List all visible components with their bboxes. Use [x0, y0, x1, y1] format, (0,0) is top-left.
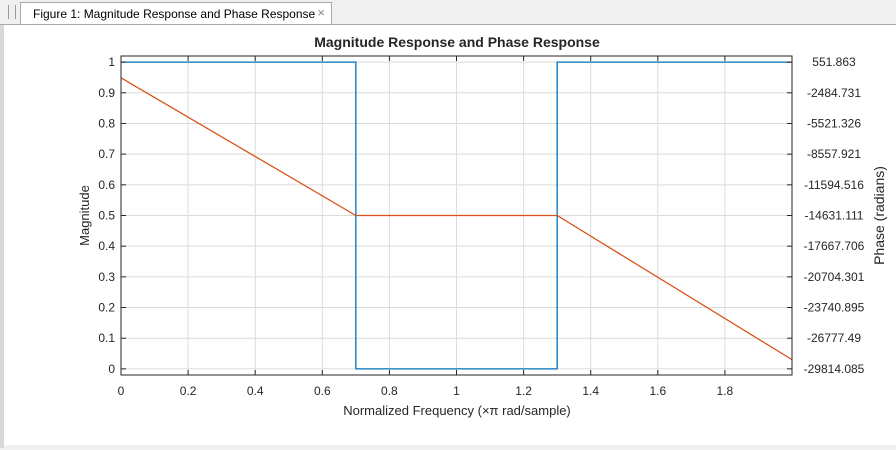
y-axis-label-right: Phase (radians) — [871, 166, 887, 265]
x-axis: 0 0.2 0.4 0.6 0.8 1 1.2 1.4 1.6 1.8 — [118, 56, 734, 398]
y-left-tick-label: 0.1 — [98, 331, 115, 345]
y-left-tick-label: 1 — [108, 55, 115, 69]
magnitude-series-line — [121, 61, 792, 370]
y-left-tick-label: 0.9 — [98, 86, 115, 100]
phase-series-line — [120, 77, 793, 361]
window-left-edge — [0, 0, 4, 448]
figure-tab[interactable]: Figure 1: Magnitude Response and Phase R… — [20, 2, 332, 24]
y-right-tick-label: -5521.326 — [807, 116, 861, 130]
plot-series — [120, 61, 793, 370]
chart-title: Magnitude Response and Phase Response — [314, 34, 600, 50]
y-left-tick-label: 0.4 — [98, 239, 115, 253]
y-right-tick-label: -11594.516 — [804, 178, 864, 192]
y-right-tick-label: -14631.111 — [805, 208, 864, 222]
y-left-tick-label: 0 — [108, 362, 115, 376]
y-right-tick-label: -2484.731 — [807, 86, 861, 100]
x-tick-label: 0.4 — [247, 384, 264, 398]
x-axis-label: Normalized Frequency (×π rad/sample) — [343, 403, 571, 418]
y-right-tick-label: -23740.895 — [804, 301, 865, 315]
y-left-tick-label: 0.6 — [98, 178, 115, 192]
figure-tab-bar: Figure 1: Magnitude Response and Phase R… — [0, 0, 896, 25]
y-right-tick-label: -29814.085 — [804, 362, 865, 376]
x-tick-label: 0 — [118, 384, 125, 398]
grid-lines — [120, 56, 792, 375]
y-left-tick-label: 0.7 — [98, 147, 115, 161]
y-left-tick-label: 0.3 — [98, 270, 115, 284]
y-right-tick-label: -26777.49 — [807, 331, 861, 345]
x-tick-label: 0.8 — [381, 384, 398, 398]
figure-tab-label: Figure 1: Magnitude Response and Phase R… — [33, 6, 316, 21]
y-right-tick-label: -20704.301 — [804, 270, 865, 284]
y-right-tick-label: -17667.706 — [804, 239, 865, 253]
x-tick-label: 1.6 — [649, 384, 666, 398]
y-left-tick-label: 0.2 — [98, 301, 115, 315]
y-axis-label-left: Magnitude — [77, 185, 92, 246]
x-tick-label: 1.4 — [582, 384, 599, 398]
x-tick-label: 1.8 — [717, 384, 734, 398]
y-left-tick-label: 0.8 — [98, 116, 115, 130]
x-tick-label: 0.6 — [314, 384, 331, 398]
y-right-tick-label: -8557.921 — [807, 147, 861, 161]
y-axis-left: 0 0.1 0.2 0.3 0.4 0.5 0.6 0.7 0.8 0.9 1 — [98, 55, 126, 376]
x-tick-label: 1 — [453, 384, 460, 398]
y-left-tick-label: 0.5 — [98, 209, 115, 223]
y-right-tick-label: 551.863 — [812, 55, 856, 69]
x-tick-label: 0.2 — [180, 384, 197, 398]
x-tick-label: 1.2 — [515, 384, 532, 398]
tab-grip-icon[interactable] — [8, 5, 16, 19]
close-icon[interactable]: × — [317, 5, 325, 20]
y-axis-right: 551.863 -2484.731 -5521.326 -8557.921 -11594… — [787, 55, 865, 376]
